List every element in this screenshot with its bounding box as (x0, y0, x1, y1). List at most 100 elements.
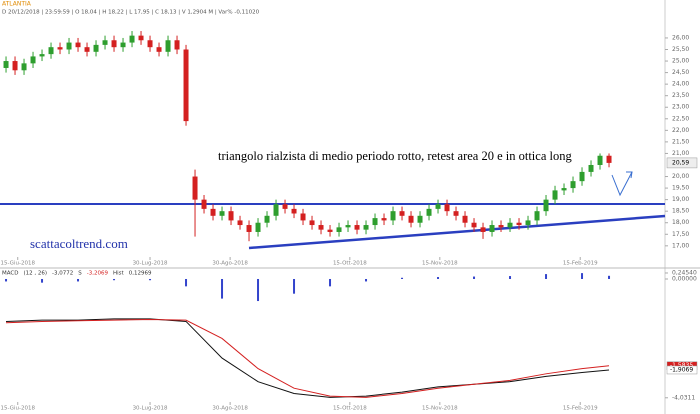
watermark: scattacoltrend.com (30, 236, 128, 251)
macd-legend: (12 , 26) (24, 271, 48, 277)
candle-body (597, 155, 603, 165)
candle-body (57, 47, 63, 50)
candle-body (363, 225, 369, 230)
y-tick-label: 0,00000 (672, 275, 697, 282)
macd-legend: -3,0772 (52, 271, 73, 277)
candle-body (48, 47, 54, 55)
candle-body (426, 208, 432, 216)
macd-legend: 0,12969 (129, 271, 152, 277)
candle-body (183, 49, 189, 122)
candle-body (21, 63, 27, 71)
candle-body (291, 208, 297, 214)
candle-body (228, 211, 234, 221)
candle-body (525, 220, 531, 226)
candle-body (543, 199, 549, 212)
y-tick-label: 21,50 (672, 138, 689, 145)
candle-body (381, 218, 387, 221)
y-tick-label: 19,00 (672, 196, 689, 203)
y-tick-label: 19,50 (672, 185, 689, 192)
x-tick-label: 15-Ott-2018 (333, 261, 367, 267)
candle-body (129, 35, 135, 43)
candle-body (219, 211, 225, 216)
histogram-bar (185, 278, 188, 287)
y-tick-label: 23,00 (672, 104, 689, 111)
candle-body (39, 54, 45, 57)
candle-body (93, 44, 99, 52)
candle-body (516, 222, 522, 226)
y-tick-label: 18,50 (672, 208, 689, 215)
candle-body (534, 211, 540, 221)
candle-body (264, 215, 270, 223)
candle-body (471, 222, 477, 228)
y-tick-label: 21,00 (672, 150, 689, 157)
candle-body (66, 42, 72, 50)
candle-body (552, 190, 558, 200)
value-badge (666, 365, 698, 375)
histogram-bar (5, 278, 8, 282)
candle-body (3, 61, 9, 68)
x-tick-label: 30-Lug-2018 (133, 406, 168, 412)
x-tick-label: 30-Lug-2018 (133, 261, 168, 267)
y-tick-label: 22,50 (672, 115, 689, 122)
y-tick-label: 22,00 (672, 127, 689, 134)
histogram-bar (113, 278, 116, 281)
y-tick-label: 26,00 (672, 34, 689, 41)
candle-body (561, 188, 567, 191)
histogram-bar (437, 277, 440, 279)
chart-title: ATLANTIA (2, 1, 32, 8)
histogram-bar (293, 278, 296, 294)
histogram-bar (608, 275, 611, 279)
y-tick-label: 17,50 (672, 231, 689, 238)
candle-body (498, 225, 504, 228)
macd-legend: S (78, 271, 82, 277)
candle-body (462, 215, 468, 223)
histogram-bar (509, 276, 512, 279)
candle-body (147, 40, 153, 48)
candle-body (408, 215, 414, 223)
y-tick-label: 25,50 (672, 46, 689, 53)
candle-body (588, 164, 594, 172)
histogram-bar (257, 278, 260, 302)
y-tick-label: -4,0311 (672, 394, 695, 401)
candle-body (282, 204, 288, 209)
candle-body (399, 211, 405, 216)
x-tick-label: 15-Nov-2018 (422, 406, 458, 412)
y-tick-label: 20,00 (672, 173, 689, 180)
candle-body (102, 40, 108, 45)
candle-body (480, 227, 486, 232)
candle-body (255, 222, 261, 232)
candle-body (489, 225, 495, 232)
candle-body (327, 229, 333, 232)
candle-body (453, 211, 459, 216)
candle-body (30, 56, 36, 64)
candle-body (579, 171, 585, 182)
candle-body (336, 227, 342, 232)
x-tick-label: 15-Ott-2018 (333, 406, 367, 412)
candle-body (156, 47, 162, 52)
candle-body (246, 225, 252, 232)
candle-body (138, 35, 144, 41)
plot: 17,00 17,50 18,00 18,50 19,00 19,50 20,00 21,00… (1, 31, 698, 412)
candle-body (417, 215, 423, 223)
x-tick-label: 30-Ago-2018 (212, 406, 248, 412)
trend-line (248, 214, 666, 250)
candle-body (111, 40, 117, 48)
candle-body (75, 42, 81, 48)
candle-body (345, 225, 351, 228)
candle-body (570, 181, 576, 189)
projection-arrow (611, 171, 633, 197)
annotation: triangolo rialzista di medio periodo rot… (218, 149, 572, 163)
arrow-head (626, 171, 633, 179)
x-tick-label: 15-Giu-2018 (1, 261, 36, 267)
macd-legend: MACD (2, 271, 19, 277)
x-tick-label: 30-Ago-2018 (212, 261, 248, 267)
price-badge-label: 20,59 (672, 159, 689, 166)
macd-line (6, 318, 610, 398)
candle-body (354, 225, 360, 230)
candle-body (318, 225, 324, 230)
histogram-bar (41, 278, 44, 283)
candle-body (210, 208, 216, 216)
histogram-bar (473, 276, 476, 279)
